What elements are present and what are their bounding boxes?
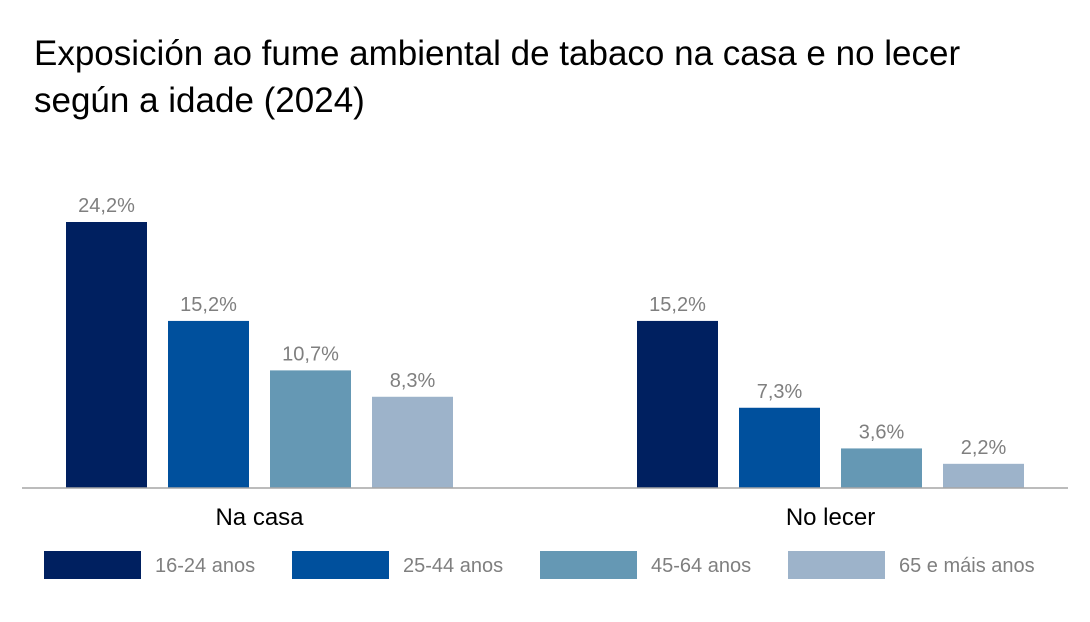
bar-na-casa-65-e-m-is-anos [372,396,453,488]
data-label-no-lecer-45-64-anos: 3,6% [859,421,905,443]
data-label-na-casa-65-e-m-is-anos: 8,3% [390,370,436,392]
bar-no-lecer-25-44-anos [739,407,820,488]
category-label-na-casa: Na casa [215,504,304,531]
data-label-no-lecer-25-44-anos: 7,3% [757,381,803,403]
data-label-na-casa-25-44-anos: 15,2% [180,294,237,316]
bar-na-casa-45-64-anos [270,370,351,488]
legend-swatch-45-64-anos [540,551,637,579]
legend-swatch-25-44-anos [292,551,389,579]
data-label-na-casa-45-64-anos: 10,7% [282,343,339,365]
data-label-no-lecer-65-e-m-is-anos: 2,2% [961,437,1007,459]
legend-swatch-16-24-anos [44,551,141,579]
bar-no-lecer-16-24-anos [637,320,718,488]
bar-no-lecer-45-64-anos [841,448,922,488]
bar-no-lecer-65-e-m-is-anos [943,463,1024,488]
category-label-no-lecer: No lecer [786,504,875,531]
bar-na-casa-25-44-anos [168,320,249,488]
legend-label-16-24-anos: 16-24 anos [155,555,255,577]
legend-swatch-65-e-m-is-anos [788,551,885,579]
data-label-no-lecer-16-24-anos: 15,2% [649,294,706,316]
legend-label-45-64-anos: 45-64 anos [651,555,751,577]
bar-na-casa-16-24-anos [66,222,147,488]
legend-label-65-e-m-is-anos: 65 e máis anos [899,555,1035,577]
legend-label-25-44-anos: 25-44 anos [403,555,503,577]
chart-title: Exposición ao fume ambiental de tabaco n… [34,34,961,120]
data-label-na-casa-16-24-anos: 24,2% [78,195,135,217]
